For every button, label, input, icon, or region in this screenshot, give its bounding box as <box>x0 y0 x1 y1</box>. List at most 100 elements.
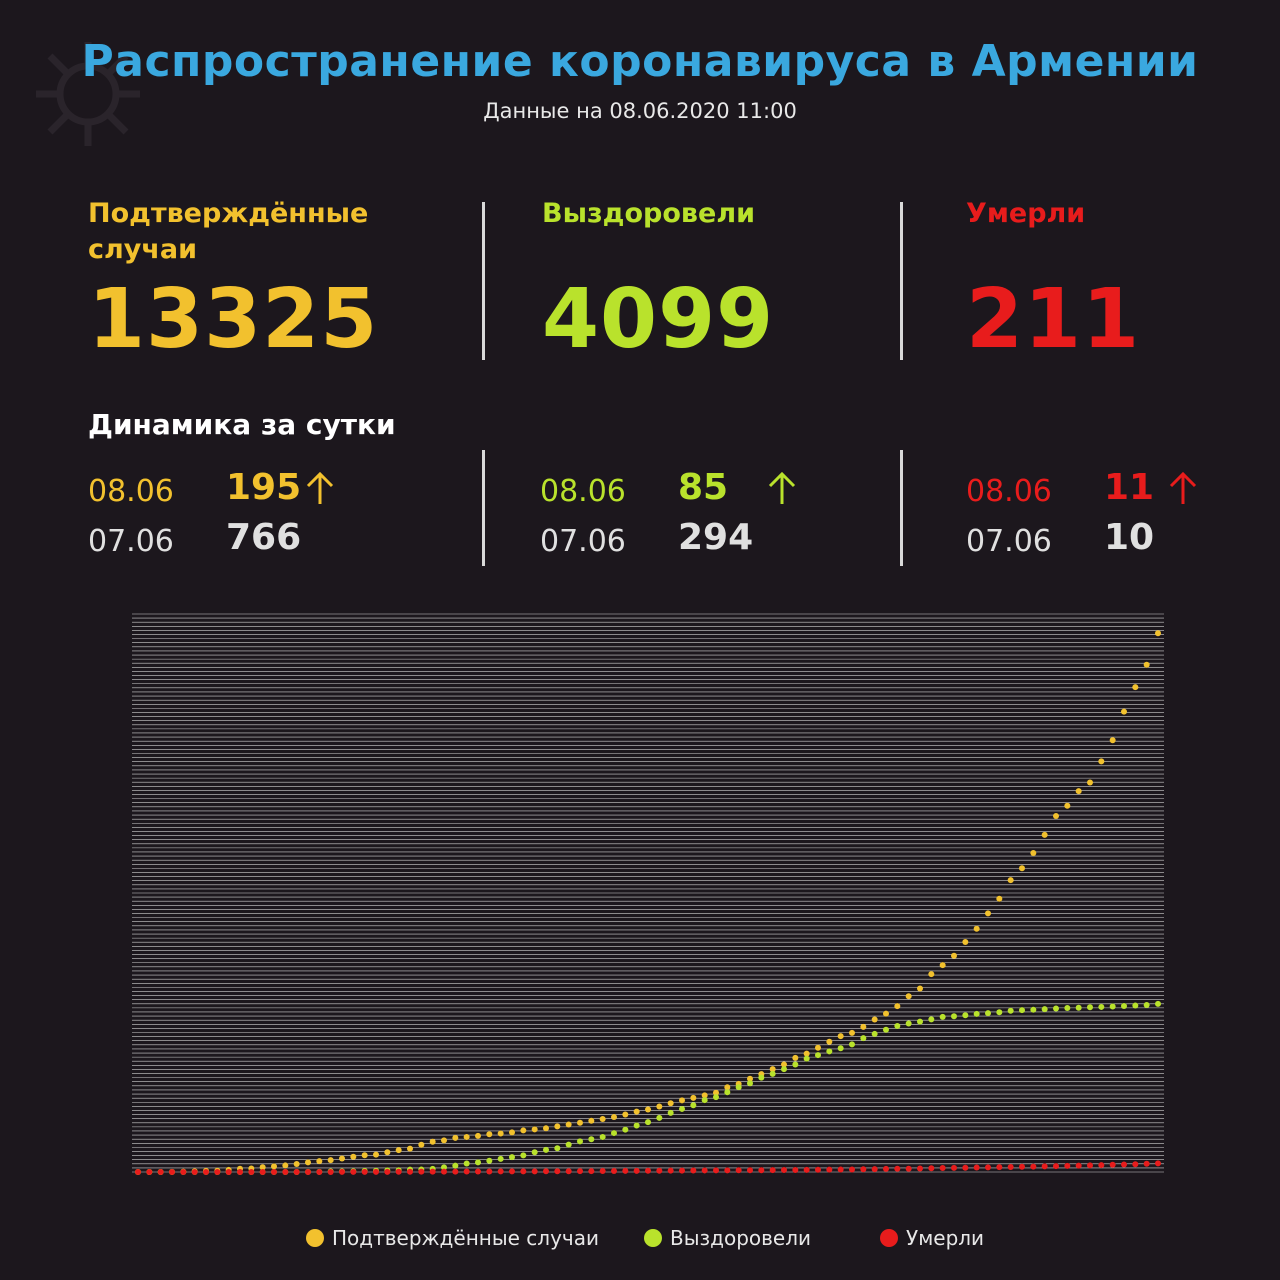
data-point <box>894 1022 901 1029</box>
data-point <box>1019 1007 1025 1014</box>
data-point <box>690 1167 697 1174</box>
data-point <box>441 1137 447 1144</box>
data-point <box>1121 708 1127 715</box>
data-point <box>962 938 969 945</box>
divider-2 <box>900 202 903 360</box>
confirmed-delta-1: 195 <box>226 467 302 508</box>
data-point <box>554 1168 561 1175</box>
data-point <box>543 1168 549 1175</box>
data-point <box>815 1044 821 1051</box>
data-point <box>543 1125 549 1132</box>
data-point <box>747 1080 753 1087</box>
data-point <box>1064 802 1071 809</box>
data-point <box>690 1094 697 1101</box>
data-point <box>599 1116 606 1123</box>
data-point <box>985 910 991 917</box>
data-point <box>293 1161 300 1168</box>
data-point <box>883 1165 889 1172</box>
data-point <box>588 1168 595 1175</box>
data-point <box>758 1074 765 1081</box>
data-point <box>327 1157 334 1164</box>
data-point <box>747 1167 753 1174</box>
data-point <box>792 1061 799 1068</box>
data-point <box>1041 1163 1048 1170</box>
data-point <box>520 1168 527 1175</box>
data-point <box>1007 877 1014 884</box>
data-point <box>463 1168 470 1175</box>
data-point <box>316 1158 323 1165</box>
data-point <box>939 962 946 969</box>
data-point <box>384 1149 391 1156</box>
data-point <box>973 925 980 932</box>
data-point <box>339 1155 345 1162</box>
legend-dot-recovered <box>644 1229 662 1247</box>
data-point <box>1109 1003 1116 1010</box>
data-point <box>520 1127 527 1134</box>
data-point <box>441 1168 447 1175</box>
data-point <box>1007 1163 1014 1170</box>
data-point <box>996 1164 1003 1171</box>
data-point <box>531 1126 538 1133</box>
data-point <box>1075 788 1082 795</box>
data-point <box>475 1132 481 1139</box>
data-point <box>781 1167 787 1174</box>
data-point <box>713 1089 719 1096</box>
data-point <box>803 1055 810 1062</box>
data-point <box>713 1094 719 1101</box>
data-point <box>962 1012 969 1019</box>
data-point <box>373 1168 379 1175</box>
data-point <box>826 1038 833 1045</box>
data-point <box>917 985 923 992</box>
data-point <box>645 1119 651 1126</box>
data-point <box>452 1162 459 1169</box>
data-point <box>679 1105 685 1112</box>
data-point <box>350 1153 357 1160</box>
confirmed-label: Подтверждённые случаи <box>88 198 369 265</box>
divider-4 <box>900 450 903 566</box>
data-point <box>905 1020 912 1027</box>
data-point <box>871 1016 878 1023</box>
divider-1 <box>482 202 485 360</box>
data-point <box>735 1167 742 1174</box>
data-point <box>305 1168 311 1175</box>
data-point <box>169 1169 175 1175</box>
data-point <box>259 1164 266 1171</box>
data-point <box>701 1097 708 1104</box>
arrow-up-icon <box>306 472 334 504</box>
data-point <box>1064 1162 1071 1169</box>
data-point <box>203 1169 209 1175</box>
data-point <box>724 1167 731 1174</box>
confirmed-date-2: 07.06 <box>88 524 174 559</box>
data-point <box>747 1075 753 1082</box>
data-point <box>1053 1163 1059 1170</box>
data-point <box>815 1166 821 1173</box>
data-point <box>769 1070 776 1077</box>
data-point <box>1087 779 1093 786</box>
data-point <box>554 1123 561 1130</box>
data-point <box>475 1168 481 1175</box>
data-point <box>486 1157 493 1164</box>
data-point <box>599 1133 606 1140</box>
legend-dot-confirmed <box>306 1229 324 1247</box>
data-point <box>645 1106 651 1113</box>
data-point <box>543 1146 549 1153</box>
data-point <box>622 1167 629 1174</box>
data-point <box>361 1152 368 1159</box>
data-point <box>509 1168 515 1175</box>
data-point <box>1098 1162 1105 1169</box>
data-point <box>1109 737 1116 744</box>
data-point <box>452 1134 459 1141</box>
dynamics-title: Динамика за сутки <box>88 408 396 441</box>
data-point <box>497 1168 504 1175</box>
data-point <box>894 1165 901 1172</box>
data-point <box>928 1165 935 1172</box>
data-point <box>565 1168 572 1175</box>
data-point <box>373 1151 379 1158</box>
data-point <box>883 1026 889 1033</box>
data-point <box>815 1052 821 1059</box>
data-point <box>316 1168 323 1175</box>
data-point <box>339 1168 345 1175</box>
data-point <box>1075 1162 1082 1169</box>
data-point <box>735 1084 742 1091</box>
data-point <box>1087 1162 1093 1169</box>
